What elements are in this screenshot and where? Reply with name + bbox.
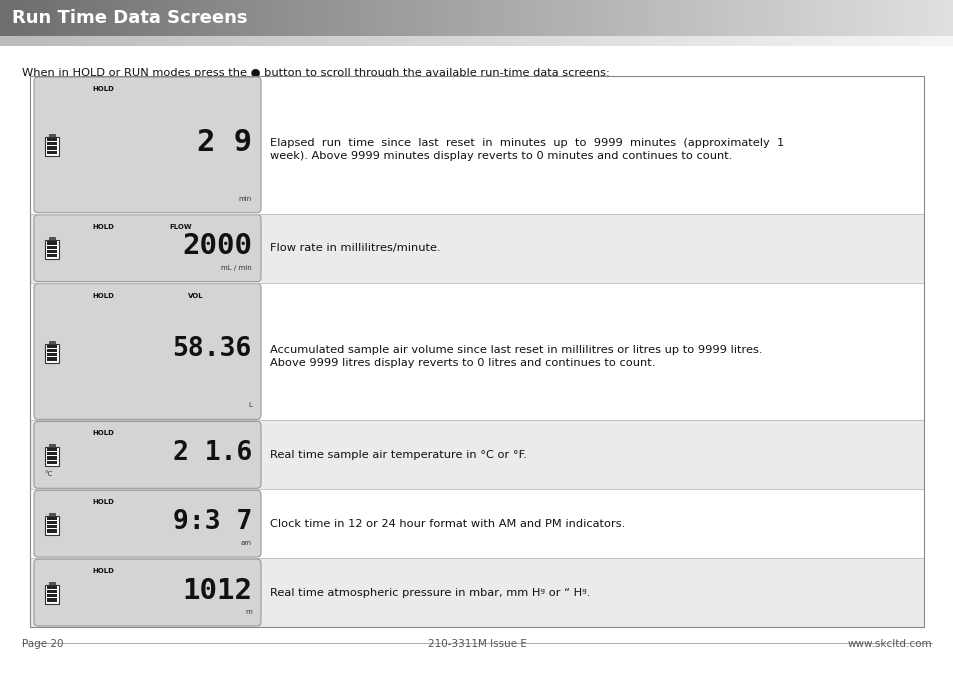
FancyBboxPatch shape [34, 421, 261, 488]
Bar [47, 586, 57, 589]
Bar [47, 598, 57, 602]
Bar [49, 512, 55, 516]
Bar [47, 460, 57, 464]
Bar [47, 456, 57, 460]
Text: Real time sample air temperature in °C or °F.: Real time sample air temperature in °C o… [270, 450, 526, 460]
Text: Elapsed  run  time  since  last  reset  in  minutes  up  to  9999  minutes  (app: Elapsed run time since last reset in min… [270, 138, 783, 148]
Text: Flow rate in millilitres/minute.: Flow rate in millilitres/minute. [270, 243, 440, 253]
Text: min: min [238, 196, 252, 202]
Text: 2 9: 2 9 [196, 129, 252, 157]
Bar [47, 151, 57, 154]
Text: HOLD: HOLD [92, 431, 114, 437]
Bar [30, 76, 923, 627]
Bar [30, 489, 923, 558]
Text: Accumulated sample air volume since last reset in millilitres or litres up to 99: Accumulated sample air volume since last… [270, 345, 761, 355]
Text: 2 1.6: 2 1.6 [172, 440, 252, 466]
Bar [47, 146, 57, 150]
Text: L: L [248, 402, 252, 408]
Bar [47, 246, 57, 248]
Text: VOL: VOL [188, 292, 203, 299]
Bar [47, 357, 57, 360]
Bar [49, 444, 55, 447]
Bar [47, 250, 57, 253]
Bar [47, 594, 57, 597]
Bar [47, 242, 57, 244]
Text: Clock time in 12 or 24 hour format with AM and PM indicators.: Clock time in 12 or 24 hour format with … [270, 519, 624, 529]
Bar [47, 529, 57, 533]
Text: 1012: 1012 [182, 577, 252, 605]
Text: FLOW: FLOW [169, 224, 192, 230]
Text: week). Above 9999 minutes display reverts to 0 minutes and continues to count.: week). Above 9999 minutes display revert… [270, 152, 732, 161]
Text: Page 20: Page 20 [22, 639, 64, 649]
Text: When in HOLD or RUN modes press the ● button to scroll through the available run: When in HOLD or RUN modes press the ● bu… [22, 68, 609, 78]
Bar [47, 138, 57, 141]
Bar [30, 282, 923, 420]
Text: HOLD: HOLD [92, 568, 114, 574]
FancyBboxPatch shape [34, 559, 261, 626]
Bar [47, 142, 57, 146]
Text: am: am [241, 540, 252, 546]
Bar [45, 516, 59, 535]
FancyBboxPatch shape [34, 215, 261, 282]
Bar [45, 584, 59, 604]
Bar [49, 237, 55, 240]
Bar [47, 448, 57, 451]
Bar [30, 76, 923, 214]
Text: HOLD: HOLD [92, 292, 114, 299]
Bar [47, 345, 57, 348]
Bar [47, 353, 57, 356]
Bar [45, 137, 59, 156]
Bar [49, 582, 55, 584]
Bar [47, 525, 57, 529]
Text: 9:3 7: 9:3 7 [172, 508, 252, 535]
Text: 2000: 2000 [182, 232, 252, 260]
Text: 210-3311M Issue E: 210-3311M Issue E [427, 639, 526, 649]
FancyBboxPatch shape [34, 77, 261, 213]
Text: Real time atmospheric pressure in mbar, mm Hᵍ or “ Hᵍ.: Real time atmospheric pressure in mbar, … [270, 588, 590, 598]
Bar [30, 214, 923, 282]
FancyBboxPatch shape [34, 490, 261, 557]
Bar [30, 558, 923, 627]
Bar [45, 447, 59, 466]
Bar [45, 343, 59, 362]
Bar [47, 517, 57, 520]
Bar [47, 452, 57, 456]
Text: mL / min: mL / min [221, 265, 252, 271]
Bar [47, 521, 57, 524]
Text: www.skcltd.com: www.skcltd.com [846, 639, 931, 649]
FancyBboxPatch shape [34, 284, 261, 419]
Bar [49, 134, 55, 137]
Text: 58.36: 58.36 [172, 336, 252, 362]
Bar [47, 590, 57, 593]
Bar [30, 420, 923, 489]
Text: HOLD: HOLD [92, 224, 114, 230]
Bar [45, 240, 59, 259]
Text: HOLD: HOLD [92, 86, 114, 92]
Text: °C: °C [44, 471, 52, 477]
Bar [47, 254, 57, 257]
Text: Run Time Data Screens: Run Time Data Screens [12, 9, 247, 27]
Text: HOLD: HOLD [92, 499, 114, 505]
Bar [47, 349, 57, 352]
Bar [49, 341, 55, 343]
Text: m: m [245, 609, 252, 615]
Text: Above 9999 litres display reverts to 0 litres and continues to count.: Above 9999 litres display reverts to 0 l… [270, 358, 655, 368]
